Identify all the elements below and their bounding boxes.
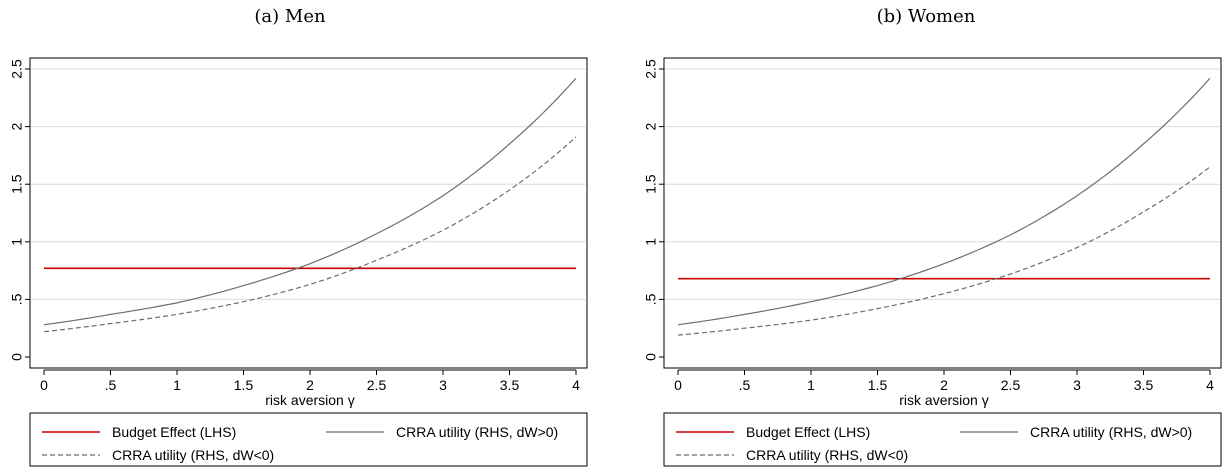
x-tick-label: 2.5	[1001, 377, 1021, 393]
y-tick-label: 1	[643, 238, 659, 246]
legend-label: Budget Effect (LHS)	[746, 424, 870, 440]
x-tick-label: 2	[306, 377, 314, 393]
y-tick-label: 1	[9, 238, 25, 246]
x-axis-title: risk aversion γ	[265, 392, 354, 408]
series-crra-negative	[43, 136, 577, 333]
y-tick-label: 0	[9, 353, 25, 361]
legend-label: CRRA utility (RHS, dW>0)	[396, 424, 558, 440]
x-tick-label: .5	[105, 377, 117, 393]
y-tick-label: 1.5	[9, 174, 25, 194]
series-crra-positive	[43, 77, 577, 326]
y-tick-label: .5	[9, 293, 25, 305]
legend-label: CRRA utility (RHS, dW<0)	[112, 447, 274, 463]
x-tick-label: 1.5	[234, 377, 254, 393]
y-tick-label: 2.5	[9, 59, 25, 79]
x-axis-title: risk aversion γ	[899, 392, 988, 408]
x-tick-label: 3	[439, 377, 447, 393]
series-crra-positive	[677, 77, 1211, 326]
x-tick-label: 3.5	[1134, 377, 1154, 393]
x-tick-label: 0	[674, 377, 682, 393]
plot-frame	[29, 57, 588, 369]
plot-frame	[663, 57, 1222, 369]
chart-panel-women: 0 .5 1 1.5 2 2.5 0 .5 1 1.5 2 2.5 3 3.5 4 risk aversion…	[643, 57, 1222, 467]
legend-box	[29, 412, 588, 467]
legend-label: CRRA utility (RHS, dW<0)	[746, 447, 908, 463]
y-tick-label: 1.5	[643, 174, 659, 194]
x-tick-label: 0	[40, 377, 48, 393]
legend-label: Budget Effect (LHS)	[112, 424, 236, 440]
legend-box	[663, 412, 1222, 467]
legend-label: CRRA utility (RHS, dW>0)	[1030, 424, 1192, 440]
x-tick-label: 3	[1073, 377, 1081, 393]
chart-panel-men: 0 .5 1 1.5 2 2.5 0 .5 1 1.5 2 2.5 3 3.5 4 risk aversion…	[9, 57, 588, 467]
x-tick-label: 3.5	[500, 377, 520, 393]
y-tick-label: 2	[643, 122, 659, 130]
x-tick-label: 1	[173, 377, 181, 393]
x-tick-label: .5	[739, 377, 751, 393]
y-tick-label: 2	[9, 122, 25, 130]
x-tick-label: 2	[940, 377, 948, 393]
x-tick-label: 1.5	[868, 377, 888, 393]
y-tick-label: .5	[643, 293, 659, 305]
y-tick-label: 0	[643, 353, 659, 361]
x-tick-label: 4	[572, 377, 580, 393]
series-crra-negative	[677, 166, 1211, 336]
panel-title-men: (a) Men	[254, 6, 326, 27]
y-tick-label: 2.5	[643, 59, 659, 79]
x-tick-label: 4	[1206, 377, 1214, 393]
x-tick-label: 1	[807, 377, 815, 393]
x-tick-label: 2.5	[367, 377, 387, 393]
panel-title-women: (b) Women	[876, 6, 976, 27]
